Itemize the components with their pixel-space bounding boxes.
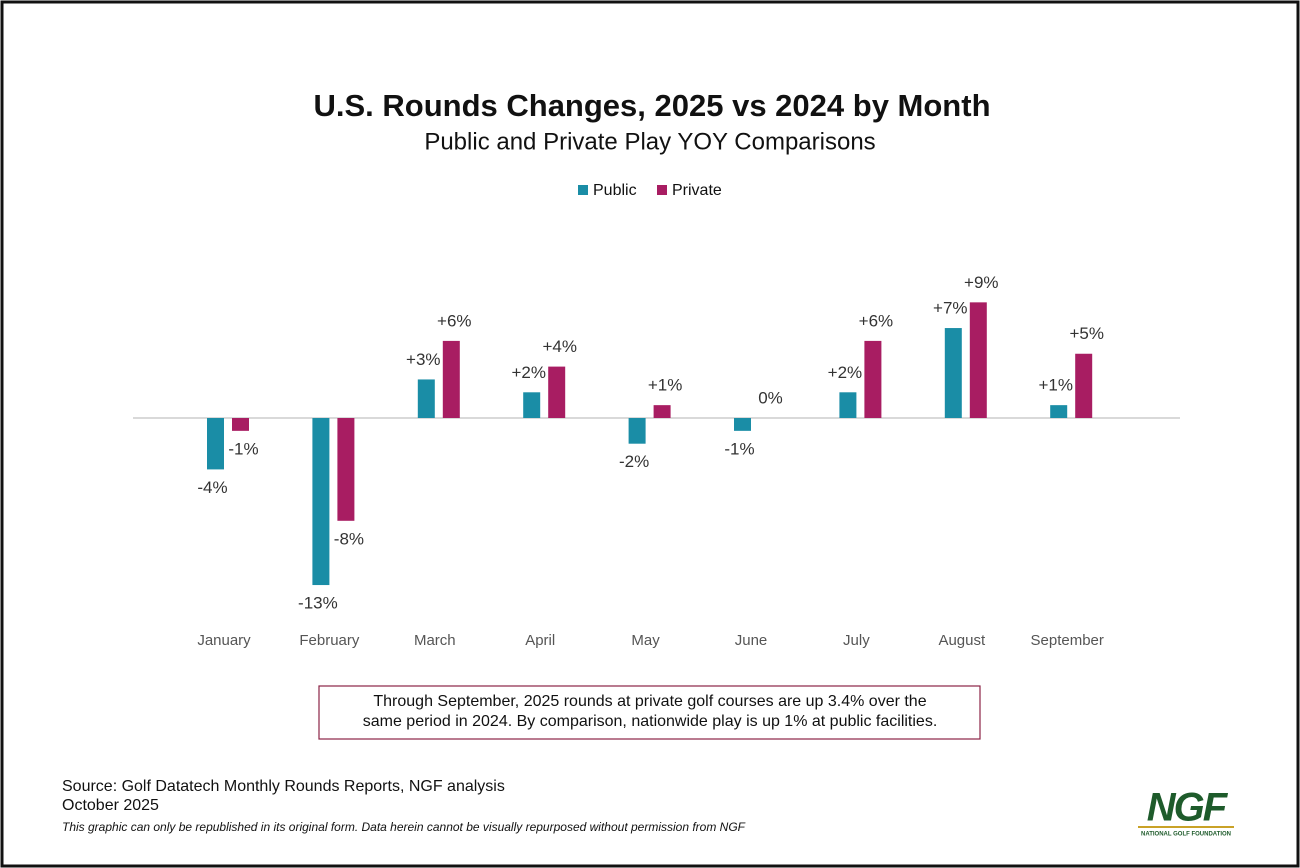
bar — [1050, 405, 1068, 418]
logo-subtext: NATIONAL GOLF FOUNDATION — [1141, 832, 1231, 838]
bar — [734, 418, 751, 431]
x-tick-label: June — [735, 632, 768, 649]
bar — [864, 340, 882, 418]
value-label: +1% — [1038, 376, 1073, 395]
value-label: -2% — [619, 452, 649, 471]
note-box — [318, 685, 981, 740]
x-tick-label: January — [197, 632, 251, 649]
disclaimer: This graphic can only be republished in … — [62, 820, 746, 834]
bar — [944, 328, 962, 418]
x-tick-label: February — [299, 632, 360, 649]
note-line: same period in 2024. By comparison, nati… — [363, 713, 938, 730]
value-label: -8% — [334, 529, 364, 548]
x-tick-label: August — [938, 632, 986, 649]
value-label: 0% — [758, 388, 783, 407]
bar — [653, 405, 671, 418]
value-label: +5% — [1069, 324, 1104, 343]
bar — [442, 340, 460, 418]
value-label: +9% — [964, 273, 999, 292]
bar — [548, 366, 566, 418]
chart-title: U.S. Rounds Changes, 2025 vs 2024 by Mon… — [313, 88, 990, 123]
legend-label: Private — [672, 182, 722, 199]
legend-swatch — [657, 185, 667, 195]
x-tick-label: September — [1031, 632, 1104, 649]
bar — [232, 418, 249, 431]
x-tick-label: July — [843, 632, 870, 649]
legend-swatch — [578, 185, 588, 195]
bar — [417, 379, 435, 418]
bar — [523, 392, 541, 418]
value-label: +6% — [437, 311, 472, 330]
x-tick-label: April — [525, 632, 555, 649]
x-tick-label: March — [414, 632, 456, 649]
value-label: +7% — [933, 299, 968, 318]
date: October 2025 — [62, 797, 159, 814]
bar — [839, 392, 857, 418]
chart-subtitle: Public and Private Play YOY Comparisons — [424, 128, 875, 155]
bar — [969, 302, 987, 418]
value-label: +2% — [511, 363, 546, 382]
source: Source: Golf Datatech Monthly Rounds Rep… — [62, 778, 505, 795]
legend-label: Public — [593, 182, 637, 199]
value-label: -1% — [724, 439, 754, 458]
logo: NGF — [1147, 786, 1229, 830]
bar — [1075, 353, 1093, 418]
value-label: +1% — [648, 376, 683, 395]
value-label: +2% — [828, 363, 863, 382]
value-label: +6% — [859, 311, 894, 330]
bar — [207, 418, 224, 470]
value-label: -13% — [298, 594, 338, 613]
x-tick-label: May — [631, 632, 660, 649]
bar — [337, 418, 355, 521]
value-label: +3% — [406, 350, 441, 369]
bar — [628, 418, 646, 444]
note-line: Through September, 2025 rounds at privat… — [373, 693, 926, 710]
value-label: -1% — [228, 439, 258, 458]
value-label: -4% — [197, 478, 227, 497]
value-label: +4% — [542, 337, 577, 356]
bar — [312, 418, 330, 586]
